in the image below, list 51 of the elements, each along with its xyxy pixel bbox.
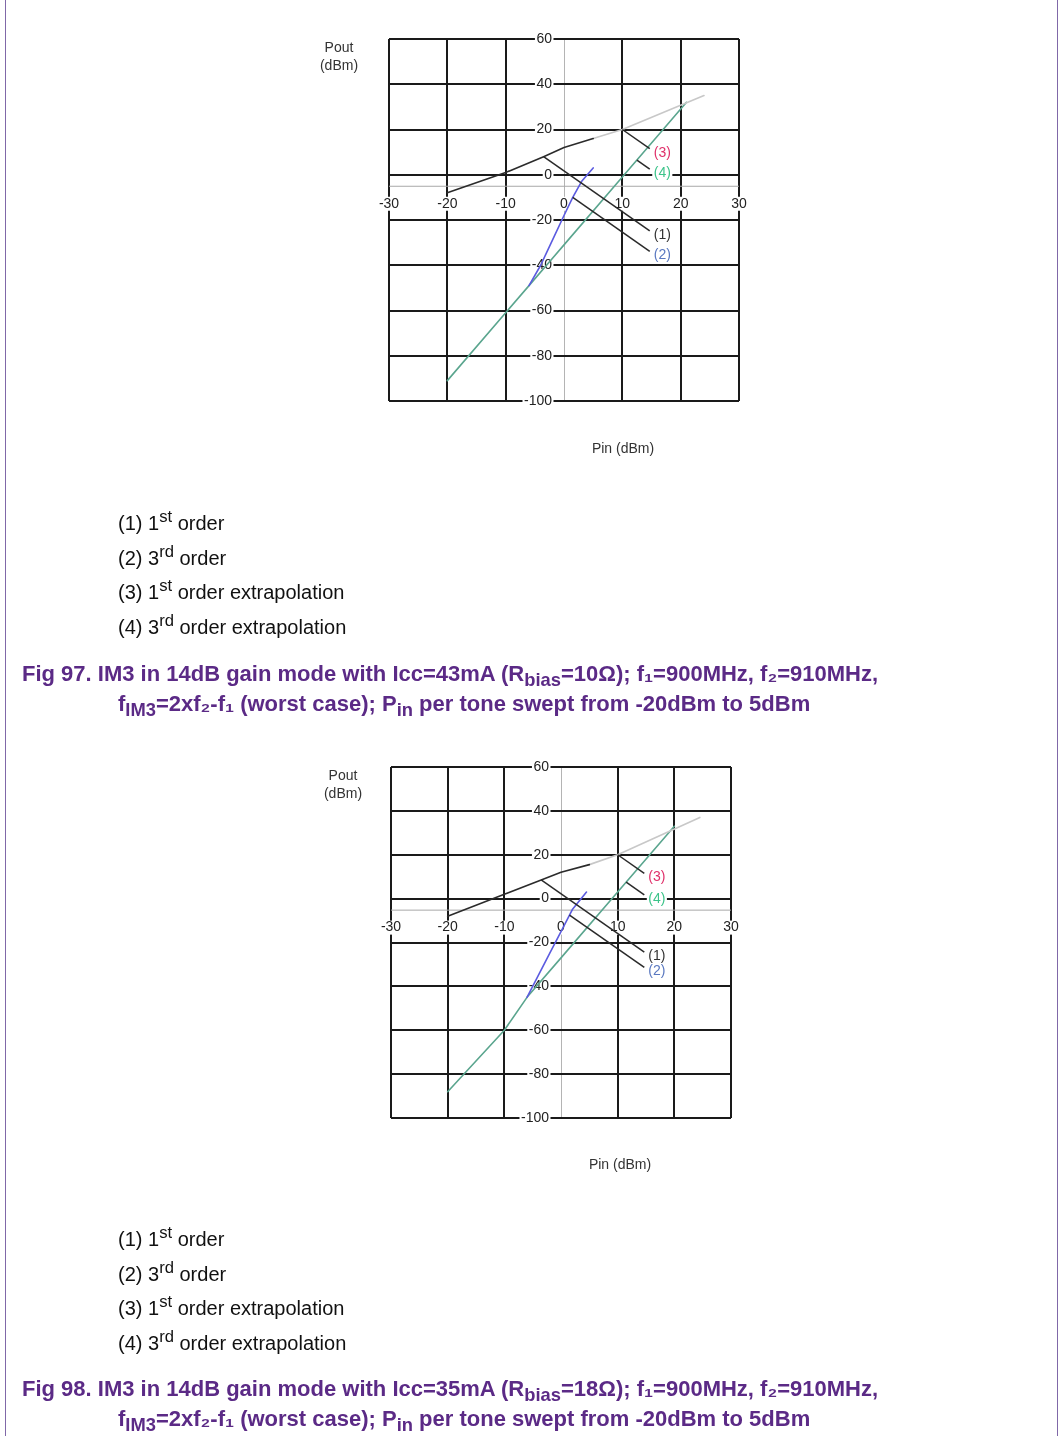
text: (2) 3$^{rd}$ order	[118, 542, 227, 569]
x-tick-label: -10	[494, 918, 515, 935]
x-tick-label: -30	[380, 918, 402, 935]
x-axis-title: Pin (dBm)	[590, 439, 656, 457]
y-tick-label: -60	[531, 301, 553, 318]
text: (1) 1$^{st}$ order	[118, 507, 225, 534]
y-tick-label: 20	[533, 845, 550, 862]
x-tick-label: 20	[672, 194, 689, 211]
y-axis-title: Pout (dBm)	[318, 38, 360, 74]
y-tick-label: 0	[541, 889, 550, 906]
x-tick-label: 10	[609, 918, 626, 935]
text: (4) 3$^{rd}$ order extrapolation	[118, 611, 347, 641]
x-tick-label: 10	[614, 194, 631, 211]
annotation: (2)	[648, 962, 666, 979]
text: (3) 1$^{st}$ order extrapolation	[118, 576, 345, 604]
y-tick-label: -100	[523, 391, 553, 408]
x-tick-label: -20	[437, 918, 458, 935]
y-tick-label: 60	[536, 29, 553, 46]
y-tick-label: -80	[528, 1064, 550, 1081]
text: (4) 3$^{rd}$ order extrapolation	[118, 1327, 347, 1357]
text: (1) 1$^{st}$ order	[118, 1223, 225, 1250]
annotation: (4)	[653, 163, 671, 180]
x-tick-label: 20	[666, 918, 683, 935]
x-tick-label: 30	[723, 918, 739, 935]
text: (2) 3$^{rd}$ order	[118, 1258, 227, 1285]
y-tick-label: 20	[536, 120, 553, 137]
y-tick-label: -80	[531, 346, 553, 363]
annotation: (4)	[648, 889, 666, 906]
annotation: (1)	[648, 947, 666, 964]
annotation: (3)	[648, 868, 666, 885]
text: (3) 1$^{st}$ order extrapolation	[118, 1292, 345, 1320]
x-tick-label: -10	[495, 194, 516, 211]
x-tick-label: -30	[378, 194, 400, 211]
y-tick-label: -20	[531, 210, 553, 227]
y-tick-label: -60	[528, 1021, 550, 1038]
y-tick-label: -100	[520, 1108, 550, 1125]
x-tick-label: 30	[731, 194, 747, 211]
y-axis-title: Pout (dBm)	[322, 766, 364, 802]
chart-title: Fig 97. IM3 in 14dB gain mode with Icc=43mA (R$_{bias}$=10Ω); f₁=900MHz, f₂=910MHz, f$_{IM3}$=2xf₂-f₁ (worst case); P$_{in}$ per tone swept from -20dBm to 5dBm	[22, 661, 879, 721]
x-tick-label: 0	[560, 194, 569, 211]
y-tick-label: 40	[533, 801, 550, 818]
y-tick-label: 60	[533, 757, 550, 774]
y-tick-label: 0	[544, 165, 553, 182]
annotation: (3)	[653, 143, 671, 160]
annotation: (1)	[653, 225, 671, 242]
x-tick-label: -20	[437, 194, 458, 211]
annotation: (2)	[653, 246, 671, 263]
y-tick-label: 40	[536, 75, 553, 92]
chart-title: Fig 98. IM3 in 14dB gain mode with Icc=35mA (R$_{bias}$=18Ω); f₁=900MHz, f₂=910MHz, f$_{IM3}$=2xf₂-f₁ (worst case); P$_{in}$ per tone swept from -20dBm to 5dBm	[22, 1376, 879, 1436]
y-tick-label: -20	[528, 933, 550, 950]
x-axis-title: Pin (dBm)	[587, 1155, 653, 1173]
